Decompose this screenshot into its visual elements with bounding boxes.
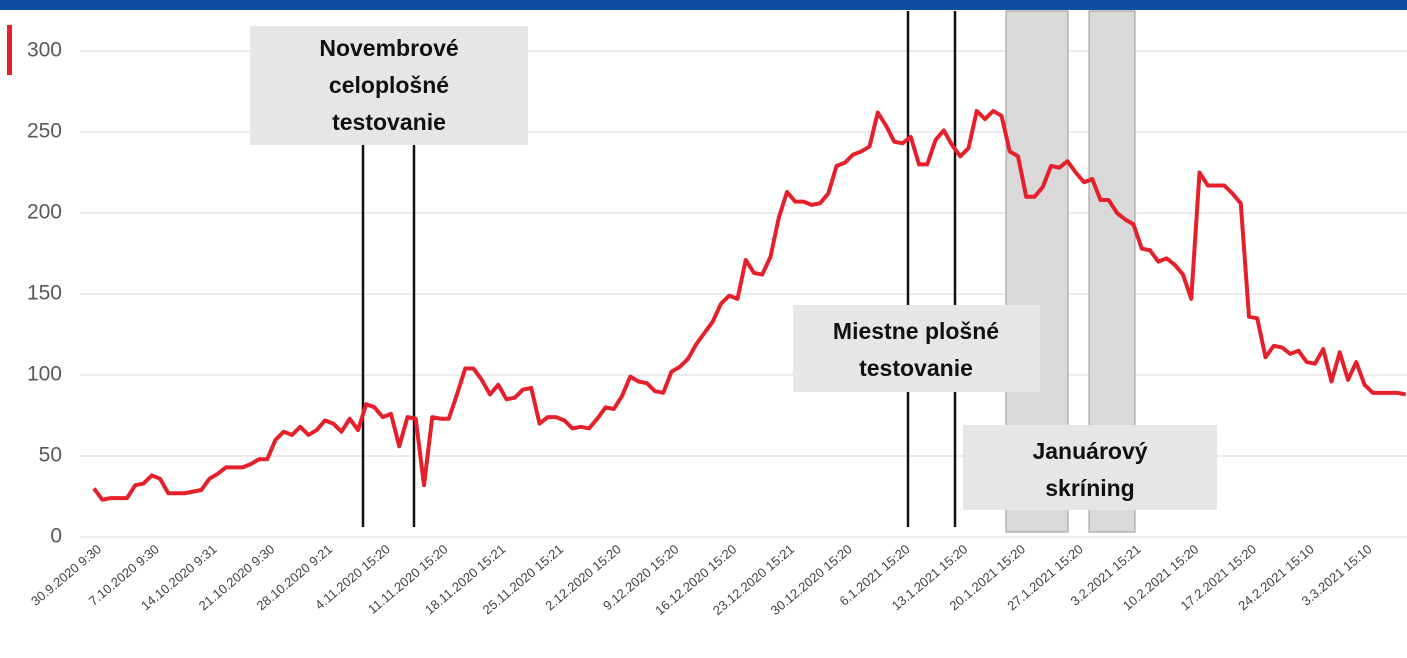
y-tick-label: 200 [27, 201, 62, 224]
y-tick-label: 100 [27, 363, 62, 386]
annotation-box [793, 305, 1040, 392]
annotation-text: testovanie [859, 355, 973, 381]
annotation-box [963, 425, 1217, 510]
y-tick-label: 300 [27, 39, 62, 62]
annotation-text: Januárový [1032, 438, 1147, 464]
top-bar [0, 0, 1407, 10]
y-tick-label: 50 [39, 444, 62, 467]
data-line [92, 108, 1407, 502]
y-tick-label: 0 [50, 525, 62, 548]
annotation-text: Miestne plošné [833, 318, 999, 344]
annotation-box [250, 26, 528, 145]
annotation-text: testovanie [332, 109, 446, 135]
y-tick-label: 150 [27, 282, 62, 305]
y-tick-label: 250 [27, 120, 62, 143]
annotation-text: Novembrové [319, 35, 458, 61]
annotation-text: celoplošné [329, 72, 449, 98]
accent-mark [7, 25, 12, 75]
annotation-text: skríning [1045, 475, 1134, 501]
